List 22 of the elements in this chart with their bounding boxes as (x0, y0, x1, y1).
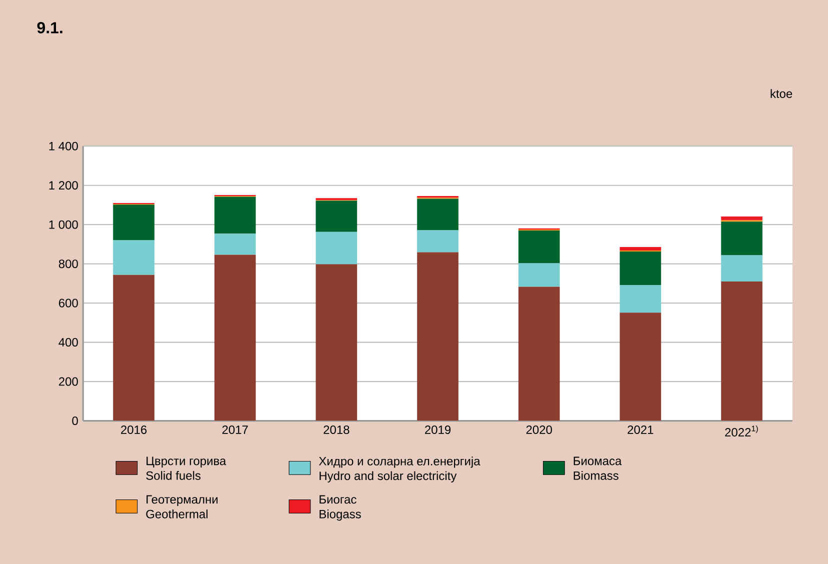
y-tick-label: 400 (58, 338, 78, 347)
legend-label: Геотермални Geothermal (146, 495, 218, 518)
legend-label: Биомаса Biomass (574, 456, 622, 480)
y-tick-label: 1 400 (49, 142, 78, 150)
x-tick-label: 2021 (628, 425, 654, 434)
y-tick-label: 200 (58, 377, 78, 386)
x-tick-label: 2016 (121, 425, 147, 434)
x-tick-label: 2022$^{1)}$ (725, 425, 758, 437)
y-tick-label: 800 (58, 260, 78, 268)
x-tick-label: 2018 (324, 425, 350, 434)
legend-label: Цврсти горива Solid fuels (146, 456, 226, 480)
x-tick-label: 2017 (222, 425, 248, 434)
chart-title: 9.1. (37, 22, 62, 34)
legend-label: Хидро и соларна ел.енергија Hydro and solar electricity (318, 456, 480, 482)
y-tick-label: 600 (58, 298, 78, 308)
y-tick-label: 1 000 (49, 220, 78, 229)
y-axis-title: ktoe (770, 89, 792, 98)
legend-label: Биогас Biogass (320, 495, 361, 521)
y-tick-label: 1 200 (49, 181, 78, 190)
x-tick-label: 2020 (526, 425, 552, 434)
y-tick-label: 0 (72, 416, 78, 426)
x-tick-label: 2019 (425, 425, 451, 434)
